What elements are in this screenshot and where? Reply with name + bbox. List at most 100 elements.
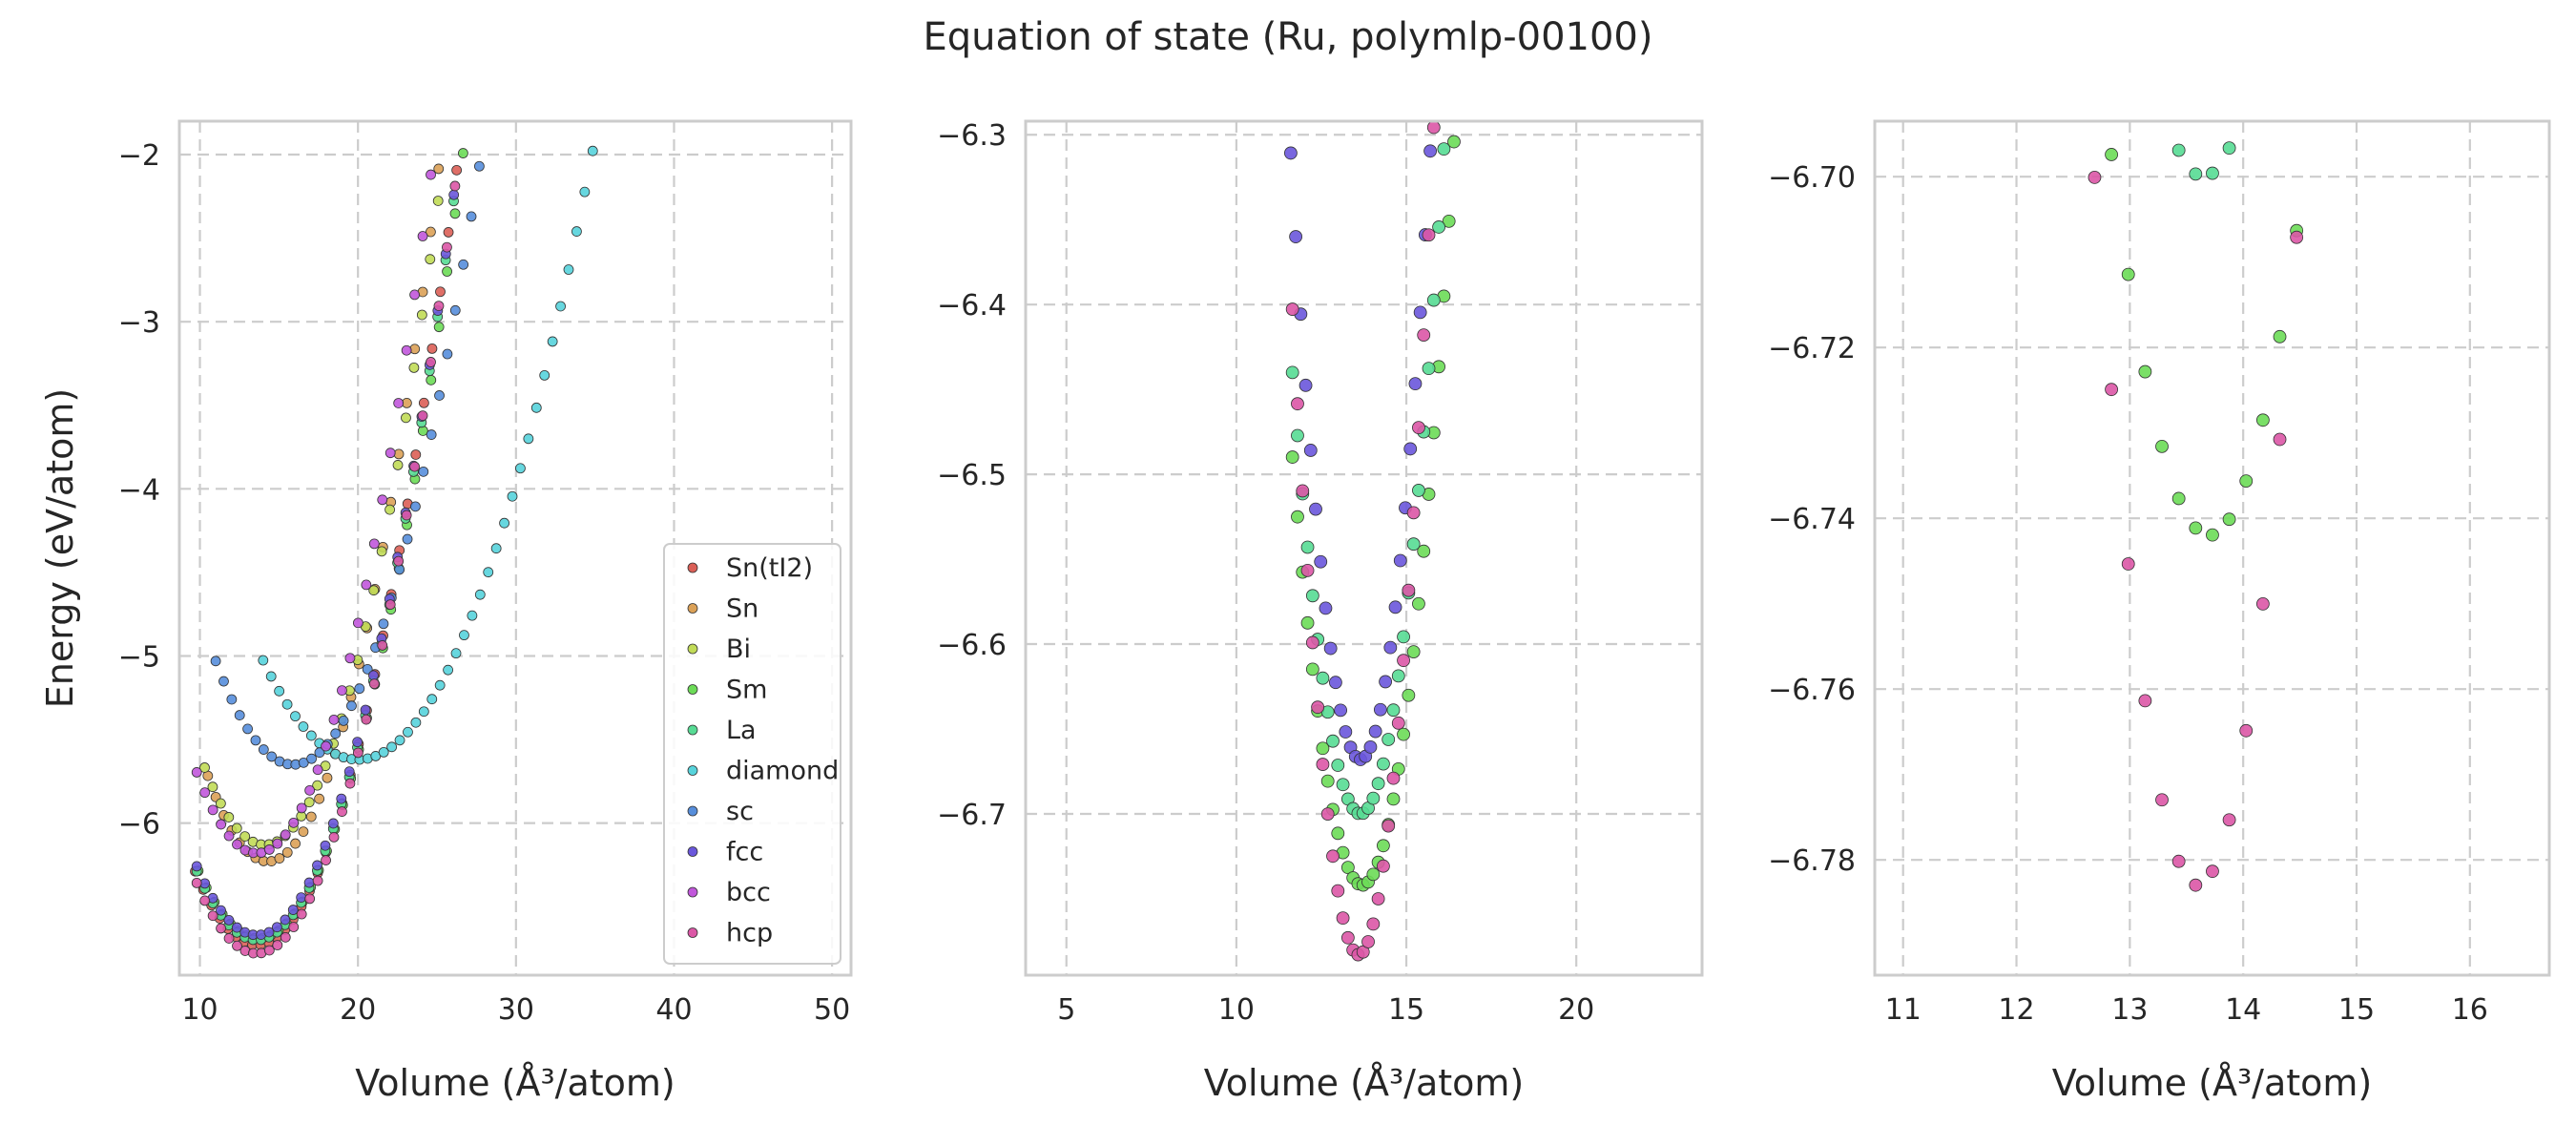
- data-point: [1408, 377, 1423, 391]
- series-La: [2171, 141, 2236, 181]
- data-point: [288, 817, 300, 828]
- data-point: [1422, 228, 1436, 242]
- data-point: [223, 812, 235, 822]
- data-point: [1442, 214, 1456, 228]
- y-tick-label: −2: [118, 139, 160, 173]
- data-point: [1361, 935, 1375, 948]
- data-point: [418, 706, 429, 718]
- x-tick-label: 11: [1885, 993, 1922, 1027]
- data-point: [2189, 521, 2203, 535]
- data-point: [207, 910, 218, 922]
- data-point: [1319, 601, 1333, 615]
- data-point: [263, 945, 275, 956]
- data-point: [1397, 630, 1410, 644]
- legend-label: sc: [726, 797, 754, 826]
- data-point: [467, 610, 478, 621]
- data-point: [1291, 397, 1304, 411]
- data-point: [450, 648, 462, 659]
- data-point: [290, 838, 301, 849]
- legend-marker: [687, 643, 698, 655]
- data-point: [2189, 167, 2203, 181]
- data-point: [393, 448, 405, 460]
- data-point: [263, 926, 275, 938]
- data-point: [2222, 813, 2236, 827]
- data-point: [1285, 365, 1299, 380]
- data-point: [344, 653, 356, 664]
- data-point: [296, 892, 307, 903]
- data-point: [507, 490, 518, 502]
- data-point: [409, 289, 421, 301]
- y-tick-label: −6.3: [937, 119, 1007, 153]
- legend-label: Sn(tI2): [726, 553, 813, 583]
- data-point: [1368, 724, 1382, 739]
- data-point: [352, 617, 364, 629]
- data-point: [523, 433, 534, 445]
- data-point: [449, 180, 461, 192]
- series-La: [1285, 142, 1451, 821]
- data-point: [1316, 758, 1330, 771]
- legend-marker: [687, 886, 698, 898]
- data-point: [2138, 364, 2152, 379]
- data-point: [1366, 917, 1381, 931]
- data-point: [426, 694, 438, 705]
- data-point: [1393, 553, 1407, 568]
- grid: [1026, 121, 1702, 975]
- data-point: [296, 908, 307, 920]
- axes-frame: [1873, 119, 2551, 977]
- data-point: [234, 710, 245, 720]
- data-point: [1397, 727, 1410, 741]
- data-point: [327, 818, 339, 829]
- data-point: [280, 914, 291, 926]
- data-point: [377, 640, 388, 651]
- data-point: [393, 555, 405, 567]
- data-point: [402, 533, 413, 545]
- data-point: [361, 714, 372, 725]
- data-point: [433, 301, 445, 312]
- data-point: [242, 723, 253, 735]
- data-point: [1336, 778, 1350, 792]
- data-point: [1320, 774, 1335, 788]
- data-point: [1363, 739, 1378, 754]
- data-point: [1412, 421, 1425, 435]
- data-point: [312, 764, 323, 776]
- data-point: [287, 905, 299, 915]
- data-point: [1386, 703, 1401, 718]
- data-point: [298, 721, 309, 732]
- data-point: [1316, 741, 1330, 756]
- data-point: [322, 772, 333, 783]
- data-point: [378, 746, 389, 758]
- data-point: [1426, 293, 1441, 307]
- data-point: [360, 704, 371, 716]
- data-point: [280, 829, 291, 841]
- data-point: [384, 448, 396, 459]
- data-point: [272, 838, 283, 849]
- data-point: [409, 461, 421, 472]
- data-point: [466, 211, 477, 222]
- data-point: [2121, 267, 2135, 281]
- panel-zoom-minimum: 11 12 13 14 15 16 −6.78 −6.76 −6.74 −6.72 −6.70 Vol…: [1768, 119, 2551, 1104]
- data-point: [459, 630, 469, 641]
- data-point: [1377, 859, 1390, 873]
- data-point: [2171, 491, 2186, 506]
- data-point: [1412, 484, 1425, 497]
- data-point: [2222, 512, 2236, 527]
- data-points: [2088, 141, 2304, 892]
- data-point: [303, 797, 315, 808]
- data-point: [337, 806, 347, 817]
- data-point: [433, 322, 445, 333]
- x-axis-label: Volume (Å³/atom): [1204, 1062, 1525, 1104]
- y-tick-label: −6.5: [937, 459, 1007, 492]
- data-point: [2088, 170, 2102, 184]
- series-diamond: [258, 145, 598, 765]
- data-point: [1406, 506, 1421, 520]
- data-point: [1316, 671, 1330, 685]
- data-point: [1339, 725, 1353, 739]
- data-point: [579, 186, 591, 198]
- data-point: [258, 744, 269, 755]
- panel-zoom-medium: 5 10 15 20 −6.7 −6.6 −6.5 −6.4 −6.3 Volume (Å³/at…: [937, 119, 1704, 1104]
- data-point: [408, 362, 420, 373]
- data-point: [1326, 849, 1340, 864]
- y-tick-label: −6.70: [1768, 161, 1856, 195]
- data-point: [1296, 484, 1310, 498]
